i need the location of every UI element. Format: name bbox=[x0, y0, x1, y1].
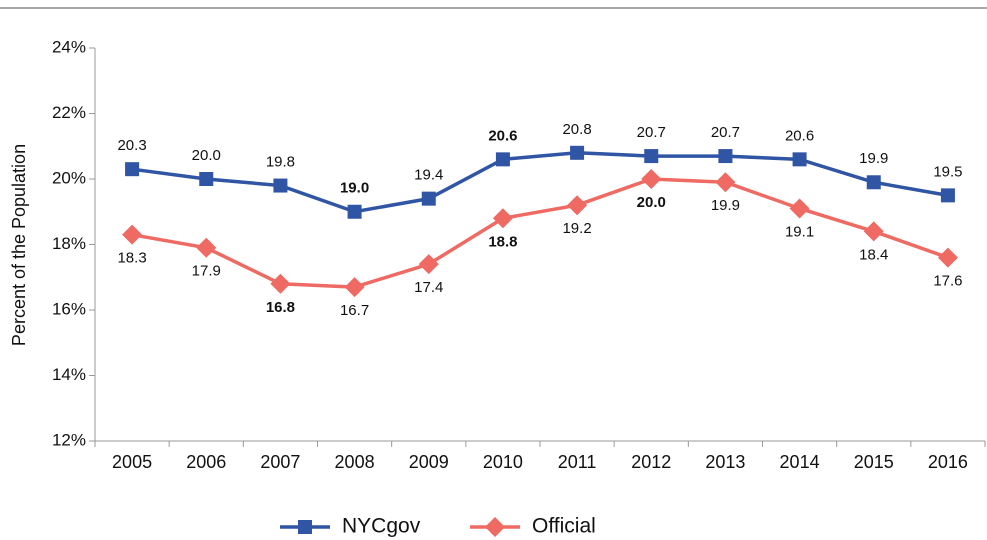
marker bbox=[718, 149, 733, 164]
legend-label: Official bbox=[532, 515, 596, 538]
legend-label: NYCgov bbox=[342, 515, 421, 538]
data-label: 20.0 bbox=[637, 194, 666, 211]
y-tick-label: 22% bbox=[52, 103, 86, 122]
x-tick-label: 2007 bbox=[260, 452, 300, 472]
y-tick-label: 18% bbox=[52, 234, 86, 253]
marker bbox=[298, 520, 312, 534]
x-tick-label: 2011 bbox=[558, 452, 597, 472]
marker bbox=[421, 191, 436, 206]
data-label: 20.7 bbox=[637, 124, 666, 141]
data-label: 19.1 bbox=[785, 223, 814, 240]
marker bbox=[789, 198, 810, 219]
marker bbox=[570, 145, 585, 160]
data-label: 20.8 bbox=[562, 121, 591, 138]
data-label: 19.4 bbox=[414, 167, 443, 184]
series-line bbox=[131, 151, 949, 214]
data-label: 16.8 bbox=[266, 299, 295, 316]
x-tick-label: 2013 bbox=[705, 452, 745, 472]
marker bbox=[644, 149, 659, 164]
data-label: 19.5 bbox=[933, 163, 962, 180]
marker bbox=[495, 152, 510, 167]
y-tick-label: 20% bbox=[52, 168, 86, 187]
data-label: 18.8 bbox=[488, 233, 517, 250]
marker bbox=[715, 172, 736, 193]
marker bbox=[940, 188, 955, 203]
marker bbox=[492, 208, 513, 229]
x-tick-label: 2016 bbox=[928, 452, 968, 472]
marker bbox=[273, 178, 288, 193]
y-tick-label: 12% bbox=[52, 430, 86, 449]
marker bbox=[567, 195, 588, 216]
data-label: 18.4 bbox=[859, 246, 888, 263]
marker bbox=[125, 162, 140, 177]
x-tick-label: 2014 bbox=[780, 452, 820, 472]
x-tick-label: 2006 bbox=[186, 452, 226, 472]
data-label: 16.7 bbox=[340, 302, 369, 319]
data-label: 20.7 bbox=[711, 124, 740, 141]
marker bbox=[199, 172, 214, 186]
data-label: 20.6 bbox=[785, 127, 814, 144]
marker bbox=[196, 237, 217, 258]
marker bbox=[122, 224, 143, 245]
y-tick-label: 24% bbox=[52, 37, 86, 56]
x-tick-label: 2009 bbox=[409, 452, 449, 472]
marker bbox=[347, 204, 362, 219]
marker bbox=[792, 152, 807, 167]
marker bbox=[937, 247, 958, 268]
marker bbox=[485, 517, 505, 537]
data-label: 20.6 bbox=[488, 127, 517, 144]
series-line bbox=[131, 177, 949, 289]
y-tick-label: 16% bbox=[52, 299, 86, 318]
marker bbox=[641, 169, 662, 189]
data-label: 18.3 bbox=[117, 250, 146, 267]
marker bbox=[270, 273, 291, 294]
data-label: 19.9 bbox=[711, 197, 740, 214]
x-tick-label: 2008 bbox=[335, 452, 375, 472]
data-label: 17.6 bbox=[933, 273, 962, 290]
data-label: 19.9 bbox=[859, 150, 888, 167]
data-label: 17.4 bbox=[414, 279, 443, 296]
marker bbox=[344, 277, 365, 298]
x-tick-label: 2012 bbox=[631, 452, 671, 472]
y-tick-label: 14% bbox=[52, 365, 86, 384]
marker bbox=[863, 221, 884, 242]
y-axis-label: Percent of the Population bbox=[9, 144, 29, 346]
data-label: 19.2 bbox=[562, 220, 591, 237]
data-label: 20.0 bbox=[192, 147, 221, 164]
data-label: 19.0 bbox=[340, 180, 369, 197]
x-tick-label: 2015 bbox=[854, 452, 894, 472]
data-label: 19.8 bbox=[266, 154, 295, 171]
x-tick-label: 2010 bbox=[483, 452, 523, 472]
marker bbox=[418, 254, 439, 275]
data-label: 17.9 bbox=[192, 263, 221, 280]
data-label: 20.3 bbox=[117, 137, 146, 154]
x-tick-label: 2005 bbox=[112, 452, 152, 472]
marker bbox=[866, 175, 881, 190]
